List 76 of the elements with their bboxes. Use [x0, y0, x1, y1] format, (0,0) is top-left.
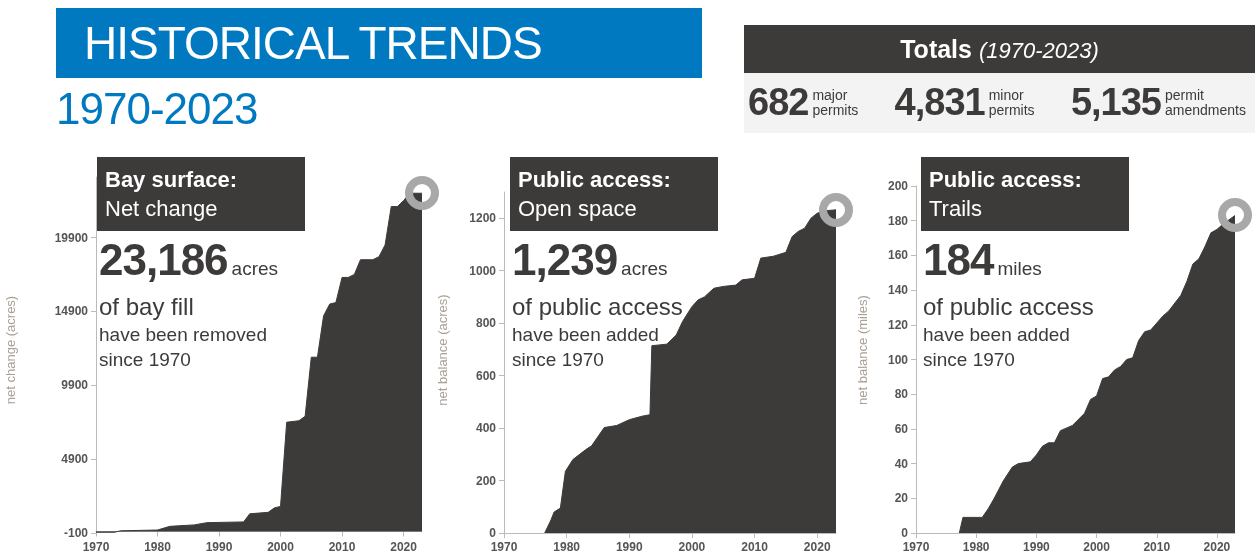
- x-tick-label: 2010: [741, 540, 769, 554]
- y-axis-title: net change (acres): [2, 295, 18, 405]
- x-tick-label: 1990: [1023, 540, 1051, 554]
- y-tick-label: 1200: [469, 211, 497, 226]
- text: (1970-2023): [978, 38, 1099, 63]
- x-tick-label: 1990: [205, 540, 233, 554]
- y-tick-label: 140: [887, 283, 909, 298]
- y-tick-label: 120: [887, 317, 909, 332]
- y-tick-label: 0: [489, 526, 497, 540]
- text: permit amendments: [1165, 86, 1247, 118]
- x-tick-label: 2020: [803, 540, 831, 554]
- x-tick-label: 2020: [390, 540, 418, 554]
- y-tick-label: 200: [475, 473, 497, 488]
- y-tick-label: 20: [894, 491, 909, 506]
- x-tick-label: 1990: [615, 540, 643, 554]
- annotation: have been added: [512, 323, 660, 347]
- y-tick-label: 200: [887, 179, 909, 193]
- annotation: since 1970: [923, 348, 1016, 372]
- text: Totals: [900, 35, 972, 63]
- text: 5,135: [1070, 81, 1161, 124]
- annotation: have been removed: [99, 323, 268, 347]
- y-tick-label: 4900: [61, 452, 89, 467]
- x-tick-label: 1980: [144, 540, 172, 554]
- x-tick-label: 2000: [267, 540, 295, 554]
- y-tick-label: 14900: [54, 304, 89, 319]
- y-tick-label: 400: [475, 421, 497, 436]
- y-tick-label: 180: [887, 213, 909, 228]
- text: 4,831: [894, 81, 985, 124]
- chart-title: Public access:: [929, 166, 1083, 194]
- annotation: of public access: [923, 292, 1094, 322]
- y-tick-label: 600: [475, 368, 497, 383]
- x-tick-label: 1970: [82, 540, 110, 554]
- chart-subtitle: Open space: [518, 195, 638, 223]
- title-box: Bay surface: Net change: [97, 157, 305, 231]
- y-tick-label: 19900: [54, 230, 89, 245]
- y-tick-label: 160: [887, 248, 909, 263]
- annotation: 1,239: [512, 235, 618, 284]
- y-tick-label: 0: [901, 526, 909, 540]
- y-tick-label: 60: [894, 421, 909, 436]
- annotation: 23,186: [99, 235, 228, 284]
- x-tick-label: 2000: [678, 540, 706, 554]
- x-tick-label: 2020: [1203, 540, 1231, 554]
- annotation: of public access: [512, 292, 683, 322]
- text: major permits: [812, 86, 860, 118]
- y-tick-label: 9900: [61, 378, 89, 393]
- annotation: since 1970: [512, 348, 605, 372]
- y-axis-title: net balance (acres): [434, 294, 450, 406]
- x-tick-label: 1970: [902, 540, 930, 554]
- annotation: have been added: [923, 323, 1071, 347]
- annotation: miles: [997, 258, 1042, 279]
- y-tick-label: 40: [894, 456, 909, 471]
- x-tick-label: 2000: [1083, 540, 1111, 554]
- text: minor permits: [988, 86, 1036, 118]
- text: 682: [748, 81, 809, 124]
- annotation: acres: [231, 258, 279, 279]
- text: HISTORICAL TRENDS: [56, 8, 702, 78]
- y-tick-label: 800: [475, 316, 497, 331]
- annotation: since 1970: [99, 348, 192, 372]
- annotation: of bay fill: [99, 292, 195, 322]
- y-tick-label: 100: [887, 352, 909, 367]
- text: 1970-2023: [56, 84, 259, 134]
- chart-title: Bay surface:: [105, 166, 239, 194]
- y-tick-label: -100: [63, 526, 89, 540]
- chart-title: Public access:: [518, 166, 672, 194]
- x-tick-label: 1980: [553, 540, 581, 554]
- y-axis-title: net balance (miles): [854, 295, 870, 405]
- x-tick-label: 1970: [490, 540, 518, 554]
- x-tick-label: 2010: [1143, 540, 1171, 554]
- x-tick-label: 1980: [962, 540, 990, 554]
- annotation: 184: [923, 235, 994, 284]
- annotation: acres: [621, 258, 668, 279]
- y-tick-label: 80: [894, 387, 909, 402]
- title-box: Public access: Open space: [510, 157, 718, 231]
- title-box: Public access: Trails: [921, 157, 1129, 231]
- y-tick-label: 1000: [469, 263, 497, 278]
- x-tick-label: 2010: [328, 540, 356, 554]
